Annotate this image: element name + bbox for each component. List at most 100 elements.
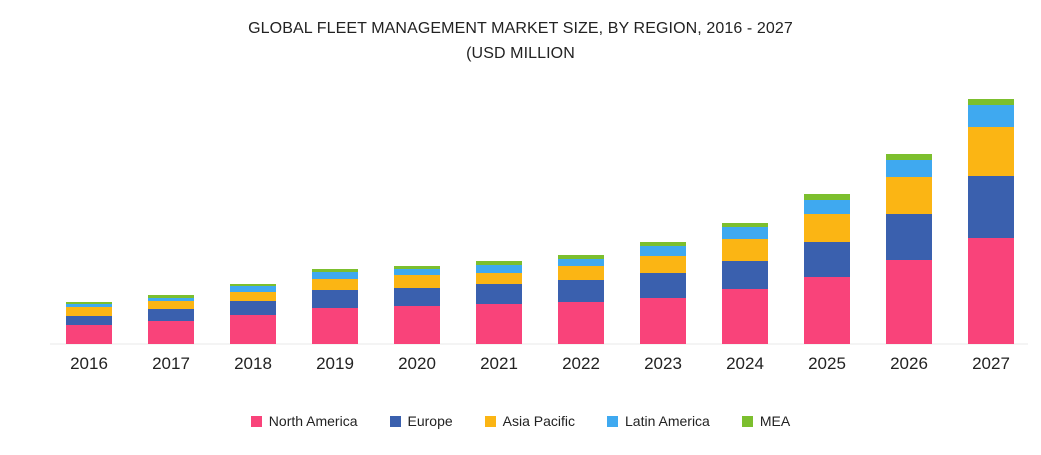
bar-segment-asia-pacific-2017: [148, 301, 194, 309]
bar-segment-asia-pacific-2024: [722, 239, 768, 261]
bar-segment-europe-2020: [394, 288, 440, 306]
bar-stack-2022: [558, 255, 604, 344]
bar-segment-latin-america-2019: [312, 272, 358, 279]
bar-stack-2025: [804, 194, 850, 344]
bar-stack-2019: [312, 269, 358, 344]
x-tick-label: 2022: [562, 354, 600, 373]
bar-segment-mea-2019: [312, 269, 358, 272]
bar-stack-2023: [640, 242, 686, 344]
bar-segment-asia-pacific-2027: [968, 127, 1014, 176]
legend-label: MEA: [759, 413, 791, 429]
legend-item-europe: Europe: [389, 413, 453, 429]
bar-segment-mea-2018: [230, 284, 276, 286]
bar-segment-latin-america-2025: [804, 200, 850, 214]
bar-segment-europe-2021: [476, 284, 522, 304]
bar-stack-2017: [148, 295, 194, 344]
bar-segment-mea-2025: [804, 194, 850, 200]
bar-segment-mea-2016: [66, 302, 112, 304]
legend-swatch: [250, 415, 262, 427]
x-tick-label: 2024: [726, 354, 764, 373]
bar-segment-latin-america-2017: [148, 298, 194, 301]
bar-segment-europe-2027: [968, 176, 1014, 238]
x-tick-label: 2026: [890, 354, 928, 373]
bar-segment-asia-pacific-2026: [886, 177, 932, 214]
bar-segment-asia-pacific-2021: [476, 273, 522, 284]
legend-item-north-america: North America: [250, 413, 358, 429]
legend-swatch: [741, 415, 753, 427]
bar-segment-latin-america-2018: [230, 286, 276, 292]
bar-segment-mea-2021: [476, 261, 522, 265]
x-tick-label: 2023: [644, 354, 682, 373]
bar-segment-mea-2023: [640, 242, 686, 246]
x-tick-label: 2016: [70, 354, 108, 373]
bar-stack-2021: [476, 261, 522, 344]
bar-segment-europe-2025: [804, 242, 850, 277]
x-tick-label: 2027: [972, 354, 1010, 373]
bar-segment-north-america-2021: [476, 304, 522, 344]
bar-segment-europe-2026: [886, 214, 932, 260]
bar-segment-asia-pacific-2016: [66, 307, 112, 316]
bar-segment-asia-pacific-2019: [312, 279, 358, 290]
bar-segment-mea-2022: [558, 255, 604, 259]
bar-segment-mea-2027: [968, 99, 1014, 105]
bar-segment-asia-pacific-2018: [230, 292, 276, 301]
bar-segment-north-america-2024: [722, 289, 768, 344]
bar-stack-2018: [230, 284, 276, 344]
bar-segment-latin-america-2020: [394, 269, 440, 275]
legend-label: Latin America: [625, 413, 710, 429]
bar-segment-north-america-2026: [886, 260, 932, 344]
bar-segment-latin-america-2026: [886, 160, 932, 177]
legend-item-asia-pacific: Asia Pacific: [484, 413, 576, 429]
bar-segment-north-america-2019: [312, 308, 358, 344]
bar-segment-north-america-2022: [558, 302, 604, 344]
chart-subtitle: (USD MILLION: [466, 45, 575, 62]
bar-segment-europe-2022: [558, 280, 604, 302]
legend: North America Europe Asia Pacific Latin Ame…: [0, 413, 1041, 429]
bar-segment-asia-pacific-2023: [640, 256, 686, 273]
legend-label: Asia Pacific: [502, 413, 576, 429]
bar-segment-asia-pacific-2020: [394, 275, 440, 288]
legend-item-latin-america: Latin America: [607, 413, 710, 429]
bar-segment-north-america-2023: [640, 298, 686, 344]
bar-stack-2020: [394, 266, 440, 344]
legend-label: North America: [268, 413, 358, 429]
bar-segment-north-america-2025: [804, 277, 850, 344]
bar-segment-mea-2017: [148, 295, 194, 298]
bar-stack-2027: [968, 99, 1014, 344]
bar-stack-2016: [66, 302, 112, 344]
x-tick-label: 2018: [234, 354, 272, 373]
bar-segment-north-america-2016: [66, 325, 112, 344]
bar-segment-europe-2018: [230, 301, 276, 315]
bar-segment-europe-2023: [640, 273, 686, 298]
bar-segment-asia-pacific-2022: [558, 266, 604, 280]
bar-segment-europe-2016: [66, 316, 112, 325]
x-tick-label: 2020: [398, 354, 436, 373]
bar-segment-europe-2019: [312, 290, 358, 308]
bar-stack-2024: [722, 223, 768, 344]
chart-title: GLOBAL FLEET MANAGEMENT MARKET SIZE, BY …: [248, 20, 793, 37]
legend-swatch: [389, 415, 401, 427]
bar-segment-mea-2020: [394, 266, 440, 269]
legend-swatch: [607, 415, 619, 427]
bar-segment-mea-2024: [722, 223, 768, 227]
x-tick-label: 2021: [480, 354, 518, 373]
bar-segment-north-america-2017: [148, 321, 194, 344]
legend-swatch: [484, 415, 496, 427]
x-tick-label: 2019: [316, 354, 354, 373]
bar-segment-europe-2024: [722, 261, 768, 289]
bar-segment-latin-america-2022: [558, 259, 604, 266]
x-tick-label: 2025: [808, 354, 846, 373]
legend-label: Europe: [407, 413, 453, 429]
bar-segment-asia-pacific-2025: [804, 214, 850, 242]
bar-segment-north-america-2020: [394, 306, 440, 344]
bar-segment-europe-2017: [148, 309, 194, 321]
bar-segment-latin-america-2021: [476, 265, 522, 273]
legend-item-mea: MEA: [741, 413, 791, 429]
x-tick-label: 2017: [152, 354, 190, 373]
bar-stack-2026: [886, 154, 932, 344]
bar-segment-latin-america-2024: [722, 227, 768, 239]
bar-segment-mea-2026: [886, 154, 932, 160]
bar-segment-north-america-2027: [968, 238, 1014, 344]
bar-segment-latin-america-2027: [968, 105, 1014, 127]
